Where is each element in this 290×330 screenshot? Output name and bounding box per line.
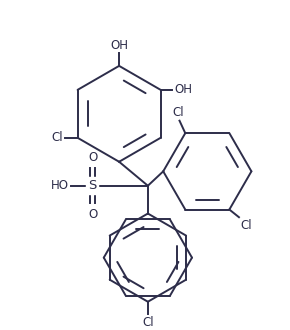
Text: Cl: Cl xyxy=(142,316,154,329)
Text: Cl: Cl xyxy=(52,131,63,144)
Text: OH: OH xyxy=(110,40,128,52)
Text: Cl: Cl xyxy=(241,219,253,232)
Text: HO: HO xyxy=(51,179,69,192)
Text: OH: OH xyxy=(174,83,192,96)
Text: O: O xyxy=(89,151,98,164)
Text: O: O xyxy=(89,208,98,221)
Text: S: S xyxy=(88,179,97,192)
Text: Cl: Cl xyxy=(173,106,184,119)
